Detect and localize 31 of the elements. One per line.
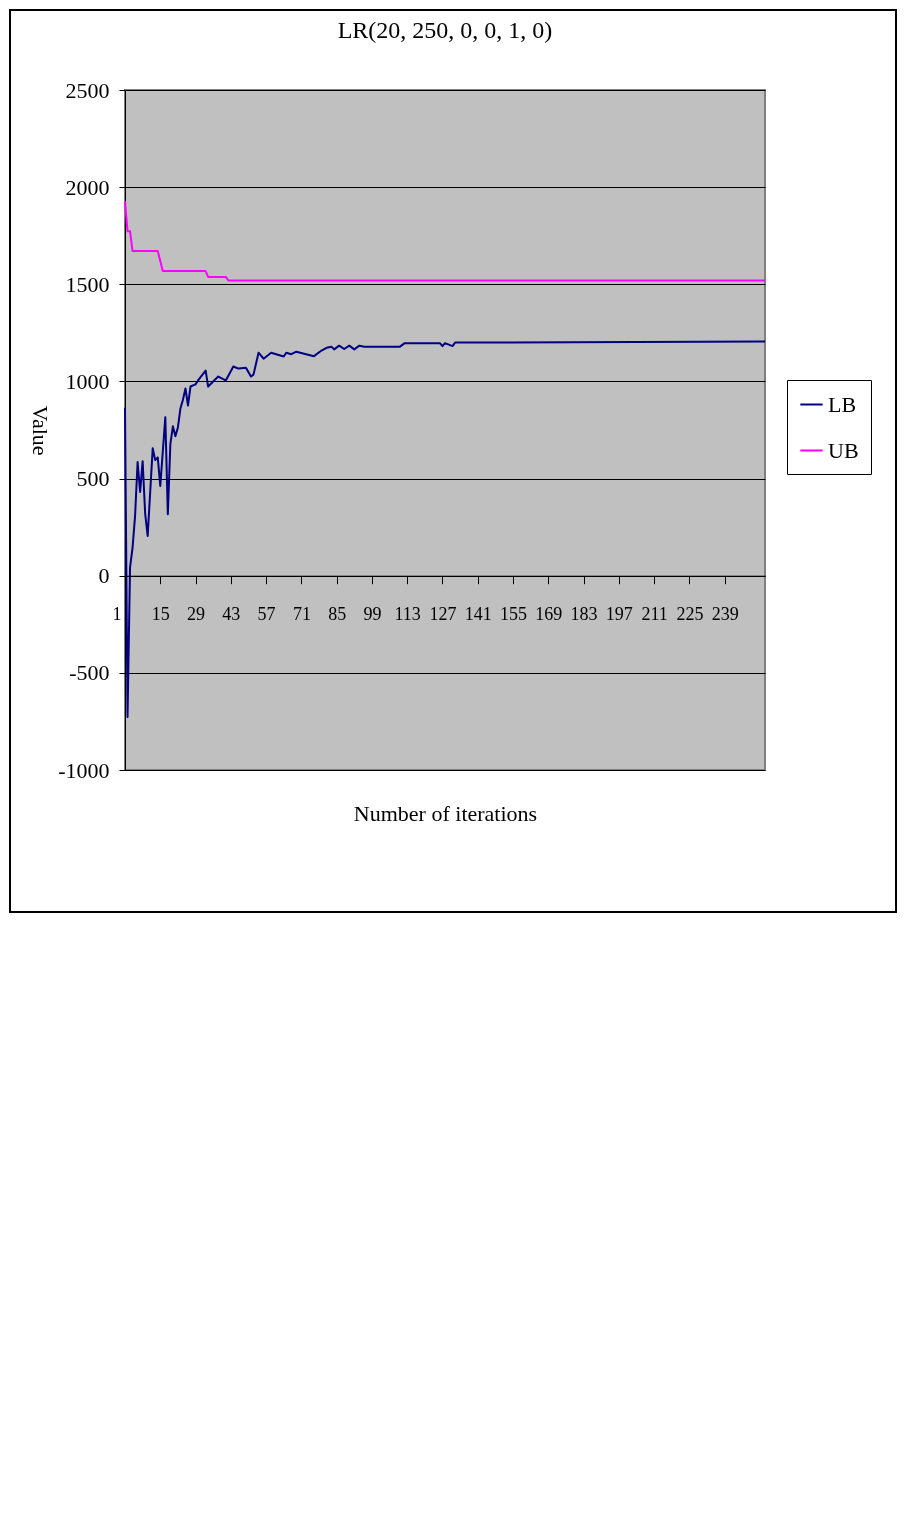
- legend-label: UB: [828, 437, 859, 463]
- x-tick-label: 99: [363, 604, 382, 625]
- x-tick-label: 71: [292, 604, 311, 625]
- x-tick-label: 29: [187, 604, 206, 625]
- y-tick-label: 2000: [65, 174, 110, 200]
- x-tick-label: 1: [112, 604, 122, 625]
- x-tick-label: 43: [222, 604, 241, 625]
- y-axis-title: Value: [28, 405, 54, 456]
- y-tick-label: -1000: [58, 757, 110, 783]
- x-tick-label: 57: [257, 604, 276, 625]
- x-tick-label: 113: [394, 604, 421, 625]
- x-tick-label: 183: [570, 604, 598, 625]
- y-tick-label: 500: [76, 466, 110, 492]
- y-tick-label: 1000: [65, 368, 110, 394]
- y-tick-label: 1500: [65, 271, 110, 297]
- y-tick-label: 2500: [65, 77, 110, 103]
- y-tick-label: -500: [69, 660, 110, 686]
- x-tick-label: 141: [464, 604, 492, 625]
- x-tick-label: 85: [328, 604, 347, 625]
- y-tick-label: 0: [98, 563, 110, 589]
- x-tick-label: 225: [676, 604, 704, 625]
- x-tick-label: 127: [429, 604, 457, 625]
- x-axis-title: Number of iterations: [353, 801, 538, 827]
- x-tick-label: 211: [641, 604, 668, 625]
- x-tick-label: 15: [151, 604, 170, 625]
- legend-label: LB: [828, 391, 857, 417]
- x-tick-label: 169: [535, 604, 563, 625]
- chart-title: LR(20, 250, 0, 0, 1, 0): [337, 17, 553, 43]
- x-tick-label: 197: [605, 604, 633, 625]
- x-tick-label: 239: [711, 604, 739, 625]
- x-tick-label: 155: [500, 604, 528, 625]
